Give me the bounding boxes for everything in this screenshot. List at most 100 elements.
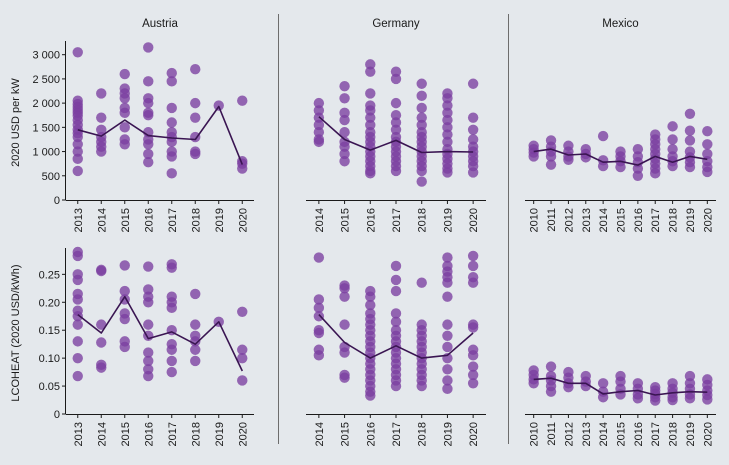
data-point [166, 344, 177, 355]
data-point [615, 161, 626, 173]
data-point [365, 299, 376, 311]
data-point [684, 370, 696, 382]
data-point [96, 319, 107, 330]
x-tick-label: 2019 [442, 208, 454, 232]
x-tick-label: 2018 [190, 208, 202, 232]
data-point [390, 380, 402, 392]
x-tick-label: 2016 [143, 422, 155, 446]
data-point [119, 313, 130, 325]
data-point [313, 294, 325, 305]
data-point [313, 252, 325, 263]
x-tick-label: 2020 [702, 422, 714, 446]
data-point [467, 260, 479, 272]
trend-line [77, 295, 244, 372]
data-point [442, 375, 453, 386]
data-point [143, 110, 154, 121]
x-tick-label: 2013 [73, 208, 85, 232]
y-tick-label: 0 [54, 195, 60, 207]
data-point [339, 148, 350, 160]
data-point [416, 176, 427, 187]
data-point [96, 265, 107, 277]
data-point [442, 252, 453, 263]
data-point [339, 107, 350, 119]
data-point [72, 47, 83, 58]
points-mexico-bottom [528, 361, 713, 406]
data-point [143, 370, 154, 382]
data-point [390, 73, 402, 85]
y-tick-label: 0.05 [39, 381, 60, 393]
x-tick-label: 2014 [314, 422, 326, 446]
data-point [190, 319, 201, 330]
y-tick-label: 1 500 [32, 122, 60, 134]
data-point [684, 108, 696, 119]
data-point [390, 66, 402, 77]
data-point [190, 336, 201, 347]
trend-line [533, 377, 708, 396]
data-point [442, 341, 453, 353]
data-point [237, 306, 248, 317]
data-point [237, 344, 248, 355]
data-point [166, 76, 177, 87]
data-point [339, 80, 350, 92]
data-point [467, 378, 479, 389]
data-point [416, 78, 427, 89]
x-tick-label: 2011 [546, 422, 558, 446]
data-point [702, 126, 713, 137]
x-tick-label: 2017 [391, 208, 403, 232]
data-point [365, 88, 376, 99]
x-tick-label: 2019 [214, 208, 226, 232]
data-point [632, 143, 644, 155]
points-austria-bottom [72, 246, 248, 386]
data-point [119, 285, 130, 297]
x-tick-label: 2016 [143, 208, 155, 232]
data-point [166, 117, 177, 128]
data-point [237, 163, 248, 174]
data-point [467, 124, 479, 135]
y-tick-label: 0.25 [39, 269, 60, 281]
data-point [339, 114, 350, 126]
data-point [72, 294, 83, 305]
data-point [467, 277, 479, 288]
data-point [545, 159, 557, 170]
x-tick-label: 2020 [468, 422, 480, 446]
data-point [339, 126, 350, 138]
data-point [365, 390, 376, 401]
data-point [442, 93, 453, 104]
panel-mexico-top: Mexico 2010 2011 2012 2013 2014 2015 2016 2017 20… [525, 18, 716, 232]
x-tick-label: 2016 [365, 422, 377, 446]
data-point [339, 291, 350, 302]
x-tick-label: 2014 [96, 208, 108, 232]
data-point [528, 378, 539, 389]
y-tick-label: 0.10 [39, 353, 60, 365]
x-tick-label: 2020 [702, 208, 714, 232]
y-tick-label: 2 500 [32, 74, 60, 86]
data-point [96, 112, 107, 123]
data-point [365, 168, 376, 179]
data-point [237, 352, 248, 364]
data-point [143, 76, 154, 87]
data-point [72, 165, 83, 177]
y-tick-label: 0.20 [39, 297, 60, 309]
panel-title: Austria [142, 18, 178, 30]
data-point [467, 78, 479, 89]
x-tick-label: 2019 [442, 422, 454, 446]
y-axis-title: 2020 USD per kW [10, 78, 22, 167]
y-tick-label: 0.15 [39, 325, 60, 337]
x-tick-label: 2017 [167, 208, 179, 232]
data-point [313, 97, 325, 109]
data-point [416, 112, 427, 123]
y-tick-label: 3 000 [32, 50, 60, 62]
data-point [467, 350, 479, 361]
trend-line [77, 105, 244, 165]
data-point [96, 124, 107, 135]
data-point [339, 283, 350, 294]
data-point [339, 141, 350, 152]
data-point [390, 260, 402, 272]
data-point [442, 114, 453, 126]
data-point [545, 386, 557, 397]
data-point [702, 166, 713, 178]
data-point [467, 112, 479, 123]
data-point [597, 160, 609, 172]
x-tick-label: 2015 [616, 422, 628, 446]
panel-germany-top: Germany 2014 2015 2016 2017 2018 2019 2020 [306, 18, 486, 232]
